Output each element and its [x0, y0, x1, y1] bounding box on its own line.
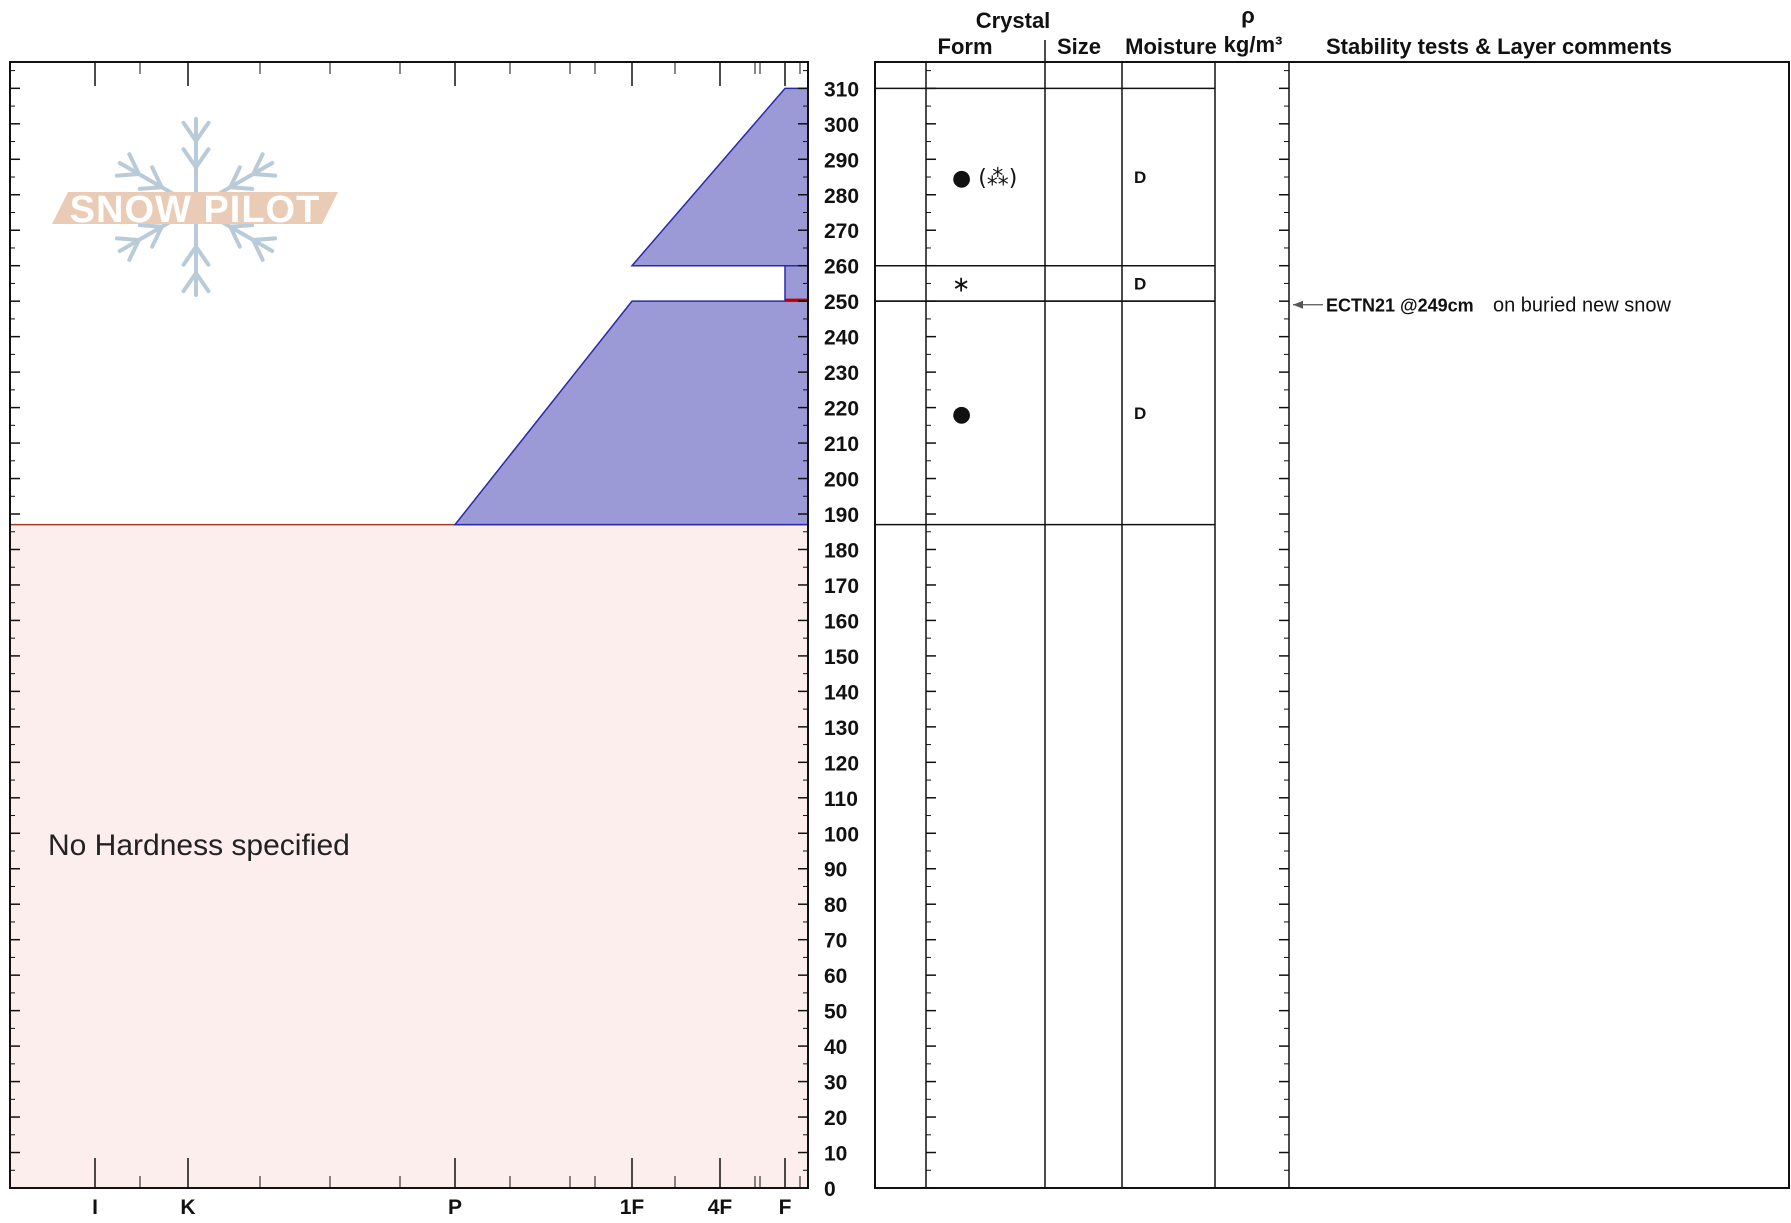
snowflake-branch — [181, 147, 198, 170]
depth-tick-label: 240 — [824, 327, 859, 350]
table-frame — [874, 61, 1790, 1189]
depth-tick-label: 300 — [824, 114, 859, 137]
snowflake-branch — [194, 120, 211, 143]
depth-tick-label: 140 — [824, 681, 859, 704]
snowflake-branch — [150, 224, 164, 249]
snowflake-branch — [150, 165, 164, 190]
snowflake-branch — [251, 172, 278, 178]
no-hardness-region — [10, 524, 808, 1188]
depth-tick-label: 60 — [824, 965, 847, 988]
depth-tick-label: 80 — [824, 894, 847, 917]
stability-test-label: ECTN21 @249cm — [1326, 296, 1474, 316]
depth-tick-label: 170 — [824, 575, 859, 598]
hardness-label: P — [448, 1196, 462, 1219]
layer-form-2: ∗ — [952, 272, 970, 297]
snowflake-branch — [181, 244, 198, 267]
depth-tick-label: 30 — [824, 1072, 847, 1095]
depth-tick-label: 130 — [824, 717, 859, 740]
logo-text: SNOW PILOT — [70, 189, 321, 231]
depth-axis: 0 10 20 30 40 50 60 70 80 90 100 110 120 130 140 150 160… — [10, 70, 1289, 1201]
depth-tick-label: 20 — [824, 1107, 847, 1130]
depth-tick-label: 90 — [824, 859, 847, 882]
depth-tick-label: 10 — [824, 1143, 847, 1166]
snowflake-branch — [114, 172, 141, 178]
snowflake-branch — [194, 271, 211, 294]
header-density-symbol: ρ — [1241, 3, 1255, 28]
depth-tick-label: 180 — [824, 539, 859, 562]
snowflake-branch — [194, 244, 211, 267]
snowflake-branch — [228, 223, 255, 229]
depth-tick-label: 200 — [824, 469, 859, 492]
chart-frames — [9, 40, 1790, 1189]
header-crystal: Crystal — [976, 8, 1051, 33]
hardness-layers: No Hardness specified — [10, 87, 809, 1188]
table-header: Crystal Form Size Moisture ρ kg/m³ Stabi… — [938, 3, 1673, 59]
depth-tick-label: 220 — [824, 398, 859, 421]
snowflake-branch — [137, 185, 164, 191]
header-form: Form — [938, 34, 993, 59]
depth-tick-label: 120 — [824, 752, 859, 775]
depth-tick-label: 110 — [824, 788, 858, 811]
layer-moisture-1: D — [1134, 168, 1146, 187]
depth-tick-label: 50 — [824, 1001, 847, 1024]
hardness-label: 4F — [708, 1196, 733, 1219]
stability-test-comment: on buried new snow — [1493, 295, 1671, 317]
snowflake-branch — [251, 152, 265, 176]
snowpilot-logo: SNOW PILOT — [52, 117, 338, 297]
snowflake-branch — [194, 147, 211, 170]
snowflake-branch — [127, 152, 141, 176]
depth-tick-label: 280 — [824, 185, 859, 208]
snowflake-branch — [127, 238, 141, 262]
snowflake-branch — [228, 165, 242, 190]
depth-tick-label: 100 — [824, 823, 859, 846]
depth-tick-label: 260 — [824, 256, 859, 279]
depth-tick-label: 210 — [824, 433, 859, 456]
snowflake-branch — [137, 223, 164, 229]
depth-tick-label: 310 — [824, 78, 859, 101]
header-density-unit: kg/m³ — [1224, 32, 1283, 57]
snowflake-branch — [251, 238, 265, 262]
hardness-layer-3 — [453, 300, 809, 526]
hardness-label: 1F — [620, 1196, 645, 1219]
hardness-label: I — [92, 1196, 98, 1219]
snowflake-branch — [114, 236, 141, 242]
depth-tick-label: 0 — [824, 1178, 836, 1201]
hardness-layer-1 — [630, 87, 809, 267]
depth-tick-label: 290 — [824, 149, 859, 172]
snowflake-branch — [181, 120, 198, 143]
logo-banner — [52, 192, 338, 224]
snowflake-branch — [228, 224, 242, 249]
depth-tick-label: 230 — [824, 362, 859, 385]
layer-form-3: ● — [952, 402, 971, 427]
depth-tick-label: 160 — [824, 610, 859, 633]
snowflake-branch — [251, 236, 278, 242]
stability-test-arrowhead — [1293, 300, 1303, 309]
snowflake-branch — [181, 271, 198, 294]
layer-table: ● (⁂) D ∗ D ● D — [875, 87, 1215, 526]
header-comments: Stability tests & Layer comments — [1326, 34, 1672, 59]
snowflake-branch — [228, 185, 255, 191]
depth-tick-label: 150 — [824, 646, 859, 669]
depth-tick-label: 250 — [824, 291, 859, 314]
depth-tick-label: 270 — [824, 220, 859, 243]
stability-comments: ECTN21 @249cm on buried new snow — [1293, 295, 1671, 317]
hardness-label: K — [180, 1196, 195, 1219]
no-hardness-label: No Hardness specified — [48, 829, 350, 862]
hardness-frame — [9, 61, 809, 1189]
depth-tick-label: 190 — [824, 504, 859, 527]
header-size: Size — [1057, 34, 1101, 59]
depth-tick-label: 70 — [824, 930, 847, 953]
header-moisture: Moisture — [1125, 34, 1217, 59]
depth-tick-label: 40 — [824, 1036, 847, 1059]
hardness-axis: I K P 1F 4F F — [92, 62, 801, 1219]
layer-moisture-3: D — [1134, 404, 1146, 423]
hardness-label: F — [779, 1196, 792, 1219]
layer-moisture-2: D — [1134, 274, 1146, 293]
layer-form-1: ● (⁂) — [952, 166, 1017, 191]
